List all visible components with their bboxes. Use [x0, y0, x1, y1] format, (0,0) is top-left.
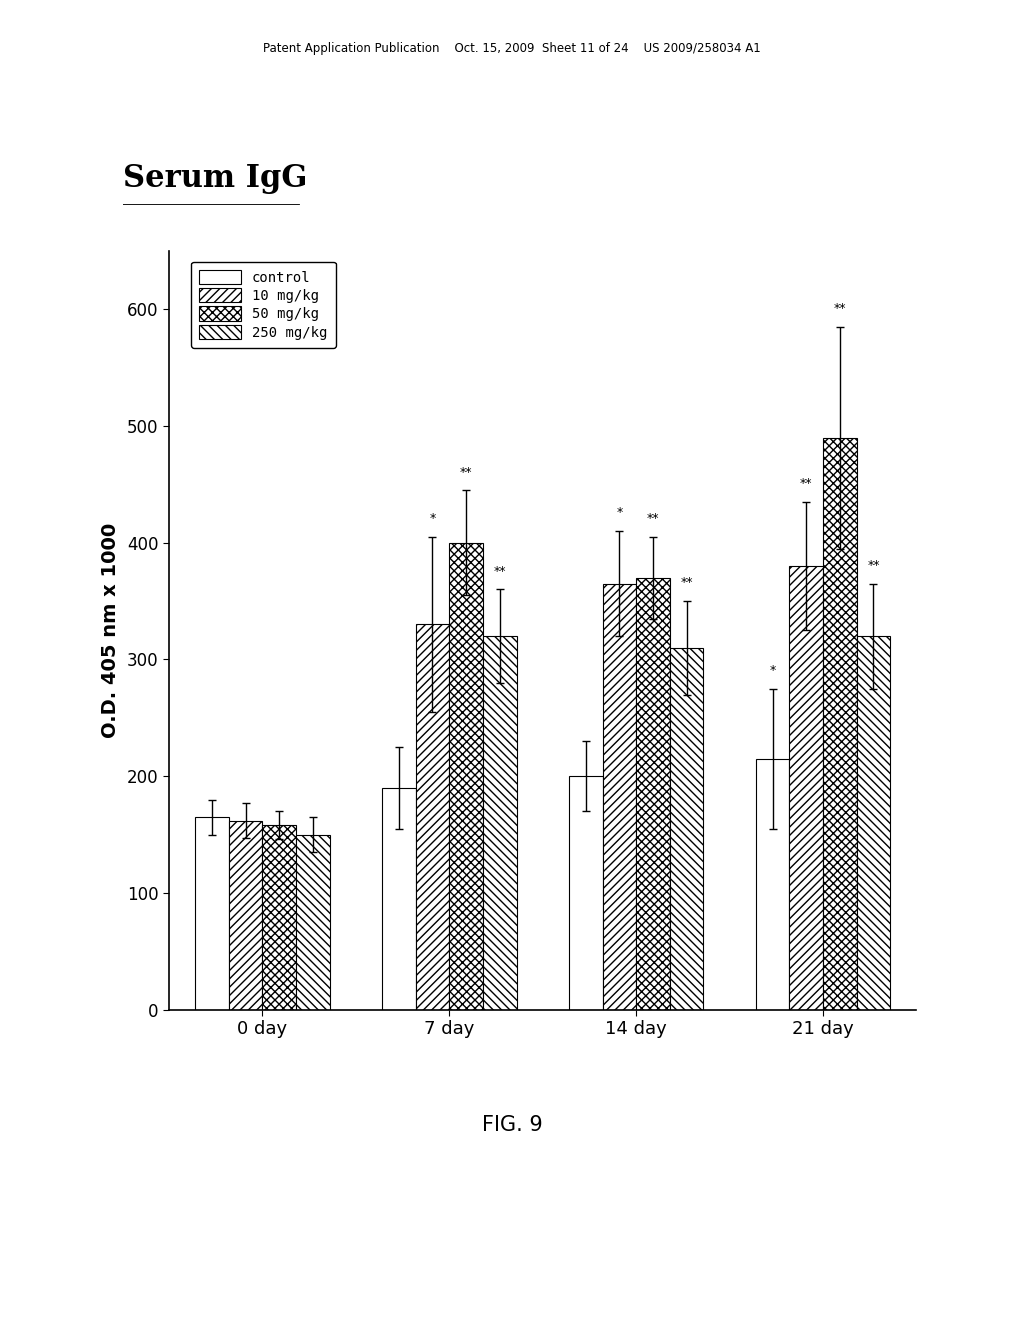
Bar	[602, 583, 636, 1010]
Text: **: **	[800, 477, 812, 490]
Bar	[823, 438, 857, 1010]
Text: *: *	[429, 512, 435, 525]
Bar	[756, 759, 790, 1010]
Text: Patent Application Publication    Oct. 15, 2009  Sheet 11 of 24    US 2009/25803: Patent Application Publication Oct. 15, …	[263, 42, 761, 55]
Text: *: *	[769, 664, 776, 677]
Text: *: *	[616, 507, 623, 519]
Bar	[569, 776, 602, 1010]
Bar	[228, 821, 262, 1010]
Bar	[483, 636, 516, 1010]
Bar	[857, 636, 890, 1010]
Text: **: **	[647, 512, 659, 525]
Bar	[450, 543, 483, 1010]
Bar	[262, 825, 296, 1010]
Text: **: **	[867, 558, 880, 572]
Bar	[196, 817, 228, 1010]
Bar	[636, 578, 670, 1010]
Legend: control, 10 mg/kg, 50 mg/kg, 250 mg/kg: control, 10 mg/kg, 50 mg/kg, 250 mg/kg	[190, 261, 336, 348]
Text: **: **	[680, 577, 693, 590]
Y-axis label: O.D. 405 nm x 1000: O.D. 405 nm x 1000	[101, 523, 120, 738]
Bar	[382, 788, 416, 1010]
Text: **: **	[460, 466, 472, 479]
Text: FIG. 9: FIG. 9	[481, 1115, 543, 1135]
Bar	[416, 624, 450, 1010]
Bar	[790, 566, 823, 1010]
Bar	[670, 648, 703, 1010]
Text: **: **	[494, 565, 506, 578]
Bar	[296, 834, 330, 1010]
Text: Serum IgG: Serum IgG	[123, 162, 307, 194]
Text: **: **	[834, 302, 846, 315]
